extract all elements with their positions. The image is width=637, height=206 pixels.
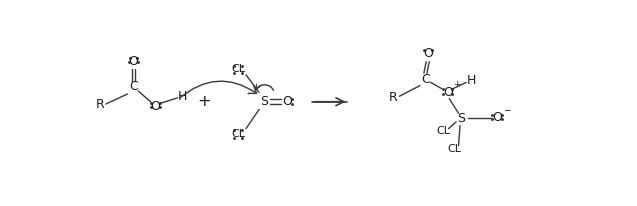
- Text: C: C: [421, 73, 430, 86]
- Text: +: +: [197, 94, 211, 109]
- Text: −: −: [503, 106, 511, 115]
- Text: R: R: [389, 91, 397, 104]
- Text: O: O: [492, 111, 502, 124]
- Text: R: R: [96, 97, 105, 111]
- Text: CL: CL: [231, 129, 245, 139]
- Text: O: O: [443, 86, 453, 99]
- Text: H: H: [467, 74, 476, 87]
- Text: O: O: [283, 95, 292, 108]
- Text: O: O: [129, 55, 138, 68]
- Text: +: +: [454, 80, 461, 89]
- Text: S: S: [261, 95, 268, 108]
- Text: CL: CL: [436, 126, 450, 136]
- Text: CL: CL: [231, 64, 245, 74]
- FancyArrowPatch shape: [180, 81, 257, 98]
- Text: C: C: [129, 80, 138, 93]
- Text: CL: CL: [447, 144, 461, 154]
- Text: H: H: [177, 90, 187, 103]
- Text: S: S: [457, 112, 466, 125]
- Text: O: O: [423, 47, 433, 61]
- Text: O: O: [150, 100, 160, 113]
